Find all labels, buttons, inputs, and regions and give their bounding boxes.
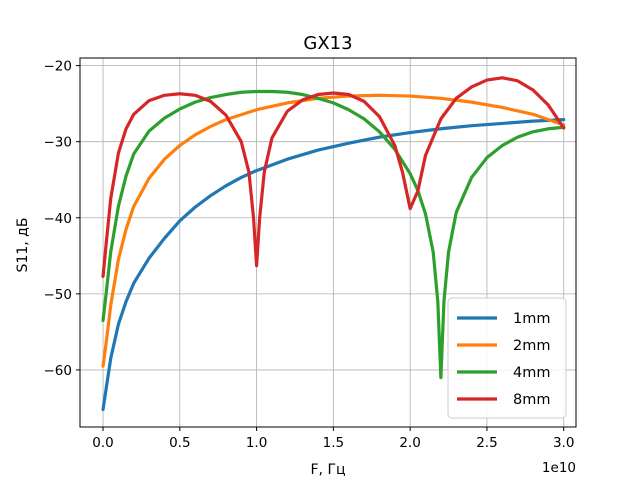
plot-frame	[79, 57, 577, 428]
series-line-8mm	[101, 76, 566, 278]
legend-entries: 1mm 2mm 4mm 8mm	[457, 311, 550, 408]
series-line-4mm	[101, 89, 566, 380]
x-axis-label: F, Гц	[310, 462, 345, 478]
x-tick-label: 2.5	[476, 435, 497, 451]
y-tick-label: −20	[44, 59, 73, 75]
y-axis-label: S11, дБ	[15, 218, 31, 273]
x-tick-label: 1.5	[323, 435, 344, 451]
x-axis-offset-label: 1e10	[542, 460, 576, 476]
legend-label-8mm: 8mm	[513, 392, 550, 408]
x-tick-label: 1.0	[246, 435, 267, 451]
legend-label-2mm: 2mm	[513, 338, 550, 354]
series-line-1mm	[101, 118, 566, 412]
y-tick-label: −40	[44, 211, 73, 227]
y-tick-label: −30	[44, 135, 73, 151]
legend-label-1mm: 1mm	[513, 311, 550, 327]
x-tick-label: 0.5	[169, 435, 190, 451]
legend: 1mm 2mm 4mm 8mm	[447, 297, 567, 419]
chart-title: GX13	[303, 33, 352, 54]
legend-label-4mm: 4mm	[513, 365, 550, 381]
y-tick-label: −50	[44, 287, 73, 303]
axis-ticks: 0.0 0.5 1.0 1.5 2.0 2.5 3.0 −60 −50 −40 −30 −20	[44, 59, 575, 451]
x-tick-label: 2.0	[399, 435, 420, 451]
x-tick-label: 3.0	[553, 435, 574, 451]
legend-box	[447, 297, 567, 419]
series-line-2mm	[101, 93, 566, 368]
plot-lines	[101, 76, 566, 412]
x-tick-label: 0.0	[92, 435, 113, 451]
y-tick-label: −60	[44, 363, 73, 379]
